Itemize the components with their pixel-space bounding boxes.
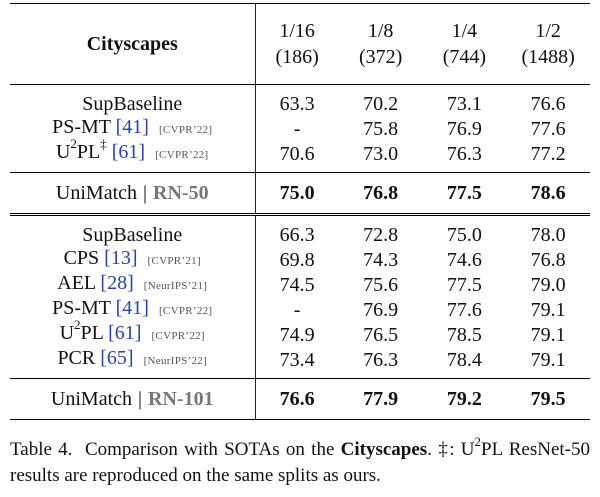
method-name: PS-MT [41] [CVPR’22] xyxy=(10,116,256,141)
cell: - xyxy=(293,298,301,321)
ours-row-rn50: UniMatch | RN-50 75.0 76.8 77.5 78.6 xyxy=(10,172,590,215)
method-name: SupBaseline xyxy=(10,84,256,116)
table-row: PS-MT [41] [CVPR’22] - 76.9 77.6 79.1 xyxy=(10,297,590,322)
cell: 76.6 xyxy=(506,84,590,116)
cell: 79.0 xyxy=(530,273,566,296)
citation-link[interactable]: [41] xyxy=(115,297,149,319)
cell: 70.2 xyxy=(338,84,423,116)
cell: 76.6 xyxy=(255,378,339,420)
citation-link[interactable]: [61] xyxy=(111,141,146,163)
cell: 76.8 xyxy=(338,172,423,215)
cell: 79.5 xyxy=(506,378,590,420)
method-name: PS-MT [41] [CVPR’22] xyxy=(10,297,256,322)
results-table: Cityscapes 1/16 (186) 1/8 (372) 1/4 (744) 1… xyxy=(10,3,590,420)
cell: 76.5 xyxy=(363,323,399,346)
venue-tag: [CVPR’21] xyxy=(147,255,201,267)
cell: 78.6 xyxy=(506,172,590,215)
method-name: UniMatch | RN-101 xyxy=(10,378,256,420)
cell: 76.3 xyxy=(446,142,482,165)
method-name: CPS [13] [CVPR’21] xyxy=(10,247,256,272)
cell: 77.5 xyxy=(422,172,507,215)
cell: 66.3 xyxy=(255,213,339,247)
cell: 76.9 xyxy=(446,117,482,140)
citation-link[interactable]: [65] xyxy=(100,347,134,369)
venue-tag: [NeurIPS’21] xyxy=(143,280,208,292)
table-row: AEL [28] [NeurIPS’21] 74.5 75.6 77.5 79.0 xyxy=(10,272,590,297)
cell: 76.3 xyxy=(363,348,399,371)
venue-tag: [CVPR’22] xyxy=(158,305,213,317)
cell: 72.8 xyxy=(338,213,423,247)
cell: 75.0 xyxy=(255,172,339,215)
table-caption: Table 4. Comparison with SOTAs on the Ci… xyxy=(10,433,591,486)
header-row: Cityscapes 1/16 (186) 1/8 (372) 1/4 (744) 1… xyxy=(10,3,590,85)
cell: 69.8 xyxy=(279,248,315,271)
cell: 70.6 xyxy=(279,142,315,165)
cell: 77.2 xyxy=(530,142,566,165)
table-row: U2PL‡ [61] [CVPR’22] 70.6 73.0 76.3 77.2 xyxy=(10,137,590,173)
cell: - xyxy=(293,117,301,140)
cell: 78.5 xyxy=(446,323,482,346)
venue-tag: [CVPR’22] xyxy=(151,330,205,342)
cell: 75.0 xyxy=(422,213,507,247)
table-row: SupBaseline 63.3 70.2 73.1 76.6 xyxy=(10,84,590,116)
cell: 79.1 xyxy=(530,348,566,371)
table-row: U2PL [61] [CVPR’22] 74.9 76.5 78.5 79.1 xyxy=(10,318,590,347)
cell: 73.4 xyxy=(279,348,315,371)
table-row: SupBaseline 66.3 72.8 75.0 78.0 xyxy=(10,213,590,247)
table-row: PCR [65] [NeurIPS’22] 73.4 76.3 78.4 79.1 xyxy=(10,347,590,379)
cell: 77.6 xyxy=(530,117,566,140)
cell: 79.2 xyxy=(422,378,507,420)
citation-link[interactable]: [28] xyxy=(100,272,134,294)
cell: 73.1 xyxy=(422,84,507,116)
cell: 63.3 xyxy=(255,84,339,116)
method-name: U2PL‡ [61] [CVPR’22] xyxy=(10,137,256,173)
cell: 79.1 xyxy=(530,323,566,346)
method-name: U2PL [61] [CVPR’22] xyxy=(10,318,256,347)
col-1-16: 1/16 (186) xyxy=(255,3,339,85)
cell: 78.0 xyxy=(506,213,590,247)
table-row: CPS [13] [CVPR’21] 69.8 74.3 74.6 76.8 xyxy=(10,247,590,272)
citation-link[interactable]: [13] xyxy=(104,247,138,269)
cell: 78.4 xyxy=(446,348,482,371)
cell: 77.6 xyxy=(446,298,482,321)
method-name: PCR [65] [NeurIPS’22] xyxy=(10,347,256,379)
cell: 77.5 xyxy=(446,273,482,296)
citation-link[interactable]: [61] xyxy=(108,322,142,344)
col-1-2: 1/2 (1488) xyxy=(506,3,590,85)
table-title: Cityscapes xyxy=(10,3,256,85)
table-row: PS-MT [41] [CVPR’22] - 75.8 76.9 77.6 xyxy=(10,116,590,141)
col-1-4: 1/4 (744) xyxy=(422,3,507,85)
cell: 74.9 xyxy=(279,323,315,346)
method-name: SupBaseline xyxy=(10,213,256,247)
venue-tag: [CVPR’22] xyxy=(155,149,209,161)
cell: 76.8 xyxy=(530,248,566,271)
cell: 77.9 xyxy=(338,378,423,420)
method-name: UniMatch | RN-50 xyxy=(10,172,256,215)
cell: 75.8 xyxy=(363,117,399,140)
method-name: AEL [28] [NeurIPS’21] xyxy=(10,272,256,297)
cell: 76.9 xyxy=(363,298,399,321)
cell: 73.0 xyxy=(363,142,399,165)
ours-row-rn101: UniMatch | RN-101 76.6 77.9 79.2 79.5 xyxy=(10,378,590,420)
cell: 74.5 xyxy=(279,273,315,296)
venue-tag: [NeurIPS’22] xyxy=(143,355,208,367)
cell: 74.6 xyxy=(446,248,482,271)
cell: 74.3 xyxy=(363,248,399,271)
col-1-8: 1/8 (372) xyxy=(338,3,423,85)
cell: 75.6 xyxy=(363,273,399,296)
citation-link[interactable]: [41] xyxy=(115,116,149,138)
cell: 79.1 xyxy=(530,298,566,321)
venue-tag: [CVPR’22] xyxy=(158,124,213,136)
